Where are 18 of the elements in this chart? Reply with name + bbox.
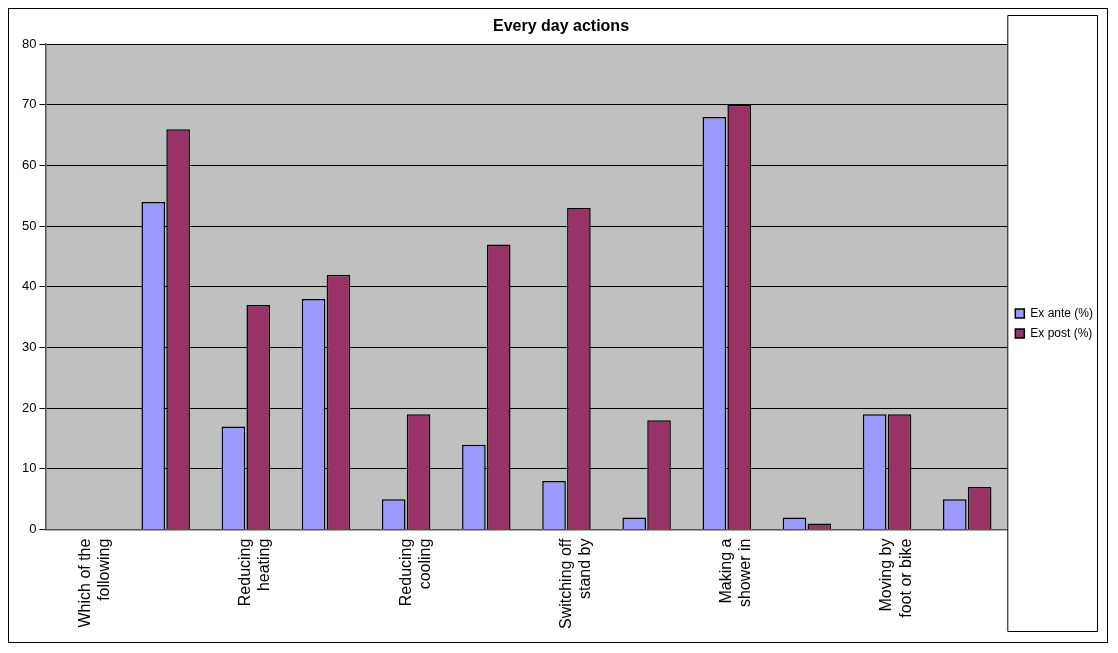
x-tick-label: Making a shower in [717, 538, 754, 608]
legend-label: Ex ante (%) [1030, 305, 1094, 320]
y-tick-label: 60 [21, 157, 37, 173]
y-tick-label: 70 [21, 96, 37, 112]
x-tick-label: Reducing heating [236, 538, 273, 607]
x-tick-label: Switching off stand by [556, 538, 594, 629]
x-tick-label: Which of the following [75, 538, 113, 628]
y-tick-label: 0 [29, 521, 37, 537]
legend-label: Ex post (%) [1030, 325, 1093, 340]
y-tick-label: 20 [21, 399, 37, 415]
y-tick-label: 30 [21, 339, 37, 355]
y-tick-label: 50 [21, 217, 37, 233]
x-tick-label: Reducing cooling [396, 538, 433, 607]
y-tick-label: 10 [21, 460, 37, 476]
chart-title: Every day actions [492, 17, 630, 35]
x-tick-label: Moving by foot or bike [877, 538, 914, 618]
y-tick-label: 80 [21, 35, 37, 51]
y-tick-label: 40 [21, 278, 37, 294]
